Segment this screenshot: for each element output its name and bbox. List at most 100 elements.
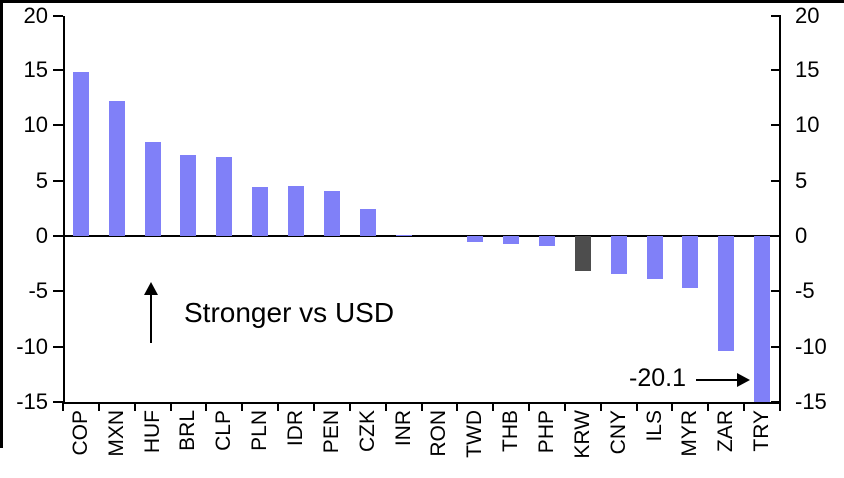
- left-y-tick-label: 15: [23, 57, 48, 82]
- bar-myr: [682, 236, 699, 288]
- left-y-tick: [53, 69, 63, 71]
- right-y-tick: [771, 69, 781, 71]
- right-y-tick-label: 20: [795, 3, 820, 28]
- bar-idr: [288, 186, 305, 236]
- x-label-pen: PEN: [319, 410, 343, 454]
- up-arrow-icon: [144, 282, 158, 295]
- bar-twd: [467, 236, 484, 242]
- right-y-tick-label: 5: [795, 167, 808, 193]
- right-axis-line: [779, 16, 781, 404]
- x-label-huf: HUF: [140, 410, 164, 454]
- stronger-vs-usd-label: Stronger vs USD: [184, 297, 395, 328]
- x-axis-tick: [133, 402, 136, 411]
- x-axis-tick: [743, 402, 746, 411]
- left-y-tick-label: 10: [23, 112, 48, 138]
- x-axis-tick: [635, 402, 638, 411]
- left-y-tick: [53, 401, 63, 403]
- bar-thb: [503, 236, 520, 244]
- right-y-tick: [771, 401, 781, 403]
- bar-inr: [395, 234, 412, 236]
- bar-clp: [216, 157, 233, 236]
- bar-cop: [72, 72, 89, 236]
- bar-try: [754, 236, 771, 402]
- x-axis-tick: [563, 402, 566, 411]
- x-axis-tick: [169, 402, 172, 411]
- right-y-tick: [771, 345, 781, 348]
- x-axis-tick: [671, 402, 674, 411]
- x-label-myr: MYR: [678, 410, 702, 457]
- right-y-tick: [771, 124, 781, 127]
- left-y-tick-label: 5: [35, 167, 48, 193]
- right-y-tick: [771, 290, 781, 293]
- x-label-czk: CZK: [355, 410, 379, 452]
- top-border: [0, 0, 844, 3]
- bar-php: [538, 236, 555, 246]
- right-arrow-shaft: [696, 379, 738, 381]
- right-y-tick-label: -5: [795, 278, 815, 304]
- bar-pen: [323, 190, 340, 236]
- left-border: [0, 0, 3, 448]
- bar-mxn: [108, 100, 125, 236]
- right-y-tick: [771, 235, 781, 237]
- x-label-clp: CLP: [212, 410, 236, 451]
- x-label-idr: IDR: [284, 410, 308, 447]
- x-label-thb: THB: [499, 410, 523, 452]
- x-axis-tick: [312, 402, 315, 411]
- bar-ils: [646, 236, 663, 280]
- x-axis-tick: [779, 402, 781, 411]
- x-axis-tick: [241, 402, 244, 411]
- left-y-tick-label: -15: [16, 389, 48, 414]
- x-label-ron: RON: [427, 410, 451, 457]
- bar-czk: [359, 209, 376, 236]
- x-label-cop: COP: [68, 410, 92, 456]
- right-y-tick: [771, 179, 781, 182]
- bar-pln: [252, 187, 269, 236]
- bar-cny: [610, 236, 627, 274]
- left-y-tick: [53, 15, 63, 17]
- left-y-tick-label: -5: [28, 278, 48, 304]
- x-axis-tick: [492, 402, 495, 411]
- x-label-zar: ZAR: [714, 410, 738, 452]
- x-axis-tick: [205, 402, 208, 411]
- x-label-pln: PLN: [248, 410, 272, 451]
- x-axis-tick: [97, 402, 100, 411]
- right-y-tick-label: 15: [795, 57, 820, 82]
- x-axis-tick: [456, 402, 459, 411]
- left-y-tick: [53, 179, 63, 182]
- x-label-brl: BRL: [176, 410, 200, 451]
- left-y-tick: [53, 345, 63, 348]
- x-label-twd: TWD: [463, 410, 487, 458]
- right-y-tick: [771, 15, 781, 17]
- x-label-try: TRY: [750, 410, 774, 452]
- x-label-inr: INR: [391, 410, 415, 447]
- up-arrow-shaft: [150, 293, 152, 343]
- bar-brl: [180, 155, 197, 236]
- x-axis-tick: [384, 402, 387, 411]
- left-y-tick-label: 0: [35, 223, 48, 248]
- right-y-tick-label: -10: [795, 333, 827, 359]
- bar-zar: [718, 236, 735, 352]
- x-label-mxn: MXN: [104, 410, 128, 457]
- x-label-cny: CNY: [606, 410, 630, 455]
- zero-baseline: [63, 235, 781, 237]
- bar-krw: [574, 236, 591, 272]
- right-arrow-icon: [737, 373, 750, 387]
- x-axis-tick: [528, 402, 531, 411]
- x-axis-tick: [348, 402, 351, 411]
- left-y-tick: [53, 290, 63, 293]
- x-axis-tick: [277, 402, 280, 411]
- left-y-tick-label: 20: [23, 3, 48, 28]
- left-y-tick: [53, 235, 63, 237]
- clipped-value-label: -20.1: [629, 364, 686, 392]
- x-axis-tick: [420, 402, 423, 411]
- x-axis-tick: [62, 402, 64, 411]
- x-label-php: PHP: [534, 410, 558, 454]
- right-y-tick-label: 0: [795, 223, 808, 248]
- right-y-tick-label: 10: [795, 112, 820, 138]
- left-axis-line: [63, 16, 65, 404]
- right-y-tick-label: -15: [795, 389, 827, 414]
- x-label-krw: KRW: [570, 410, 594, 459]
- left-y-tick: [53, 124, 63, 127]
- bar-huf: [144, 141, 161, 236]
